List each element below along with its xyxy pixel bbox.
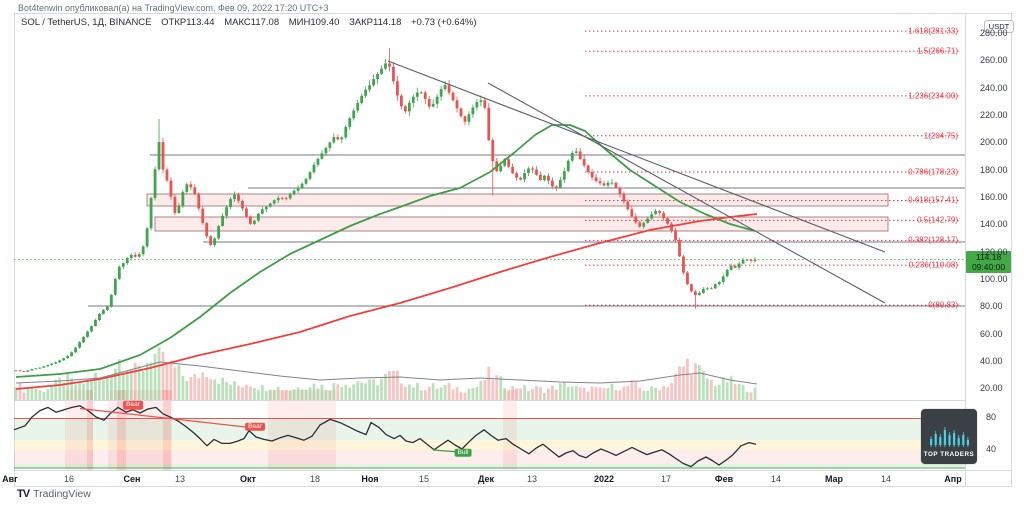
rsi-axis-label: 80 bbox=[986, 412, 997, 422]
fib-level-label[interactable]: 1(204.75) bbox=[923, 131, 958, 141]
time-axis-label: Сен bbox=[123, 474, 141, 484]
price-axis-label: 180.00 bbox=[980, 164, 1008, 175]
time-axis-label: 13 bbox=[526, 474, 538, 484]
time-axis-label: Мар bbox=[824, 474, 844, 484]
price-axis-label: 260.00 bbox=[980, 55, 1008, 66]
top-traders-logo: TOP TRADERS bbox=[921, 409, 977, 464]
fib-level-label[interactable]: 1.618(281.33) bbox=[908, 26, 958, 36]
price-axis-label: 40.00 bbox=[980, 355, 1003, 366]
price-axis-label: 100.00 bbox=[980, 273, 1008, 284]
fib-level-label[interactable]: 0.5(142.79) bbox=[917, 215, 958, 225]
price-axis-label: 160.00 bbox=[980, 191, 1008, 202]
price-axis-label: 200.00 bbox=[980, 137, 1008, 148]
price-axis-label: 140.00 bbox=[980, 219, 1008, 230]
footer: TV TradingView bbox=[17, 488, 91, 500]
time-axis-label: 14 bbox=[770, 474, 782, 484]
time-axis-label: 14 bbox=[880, 474, 892, 484]
time-axis-label: 13 bbox=[174, 474, 186, 484]
currency-badge[interactable]: USDT bbox=[984, 20, 1014, 33]
ohlc-low: МИН109.40 bbox=[288, 17, 340, 28]
fib-level-label[interactable]: 1.236(234.00) bbox=[908, 91, 958, 101]
bull-label[interactable]: Bull bbox=[454, 448, 472, 457]
time-axis-label: Апр bbox=[944, 474, 962, 484]
price-axis-label: 120.00 bbox=[980, 246, 1008, 257]
fib-level-label[interactable]: 0.786(178.23) bbox=[908, 167, 958, 177]
price-axis-label: 20.00 bbox=[980, 383, 1003, 394]
price-axis-label: 60.00 bbox=[980, 328, 1003, 339]
fib-level-label[interactable]: 1.5(266.71) bbox=[917, 46, 958, 56]
price-axis-label: 80.00 bbox=[980, 301, 1003, 312]
price-axis-label: 220.00 bbox=[980, 109, 1008, 120]
bar-countdown: 09:40:00 bbox=[971, 261, 1006, 272]
change-value: +0.73 (+0.64%) bbox=[411, 17, 477, 28]
ohlc-close: ЗАКР114.18 bbox=[349, 17, 402, 28]
last-price-value: 114.18 bbox=[975, 251, 1002, 262]
fib-level-label[interactable]: 0.236(110.08) bbox=[908, 260, 958, 270]
published-header: Bot4tenwin опубликовал(а) на TradingView… bbox=[18, 3, 329, 13]
symbol-title-row: SOL / TetherUS, 1Д, BINANCE ОТКР113.44 М… bbox=[21, 17, 484, 28]
time-axis-label: Окт bbox=[240, 474, 256, 484]
time-axis-label: 17 bbox=[660, 474, 672, 484]
symbol-title[interactable]: SOL / TetherUS, 1Д, BINANCE bbox=[21, 17, 152, 28]
price-axis-label: 240.00 bbox=[980, 82, 1008, 93]
fib-level-label[interactable]: 0(80.83) bbox=[928, 300, 958, 310]
tradingview-logo-icon: TV bbox=[17, 488, 30, 500]
bear-label[interactable]: Bear bbox=[245, 422, 265, 431]
ohlc-open: ОТКР113.44 bbox=[161, 17, 215, 28]
ohlc-high: МАКС117.08 bbox=[224, 17, 280, 28]
countdown-price-label: 114.18 09:40:00 bbox=[966, 250, 1011, 273]
tradingview-brand-link[interactable]: TradingView bbox=[33, 488, 91, 500]
time-axis-label: 16 bbox=[63, 474, 75, 484]
fib-level-label[interactable]: 0.618(157.41) bbox=[908, 195, 958, 205]
time-axis-label: 2022 bbox=[593, 474, 615, 484]
time-axis-label: Авг bbox=[2, 474, 18, 484]
top-traders-label: TOP TRADERS bbox=[923, 451, 975, 458]
time-axis-label: Фев bbox=[714, 474, 734, 484]
bear-label[interactable]: Bear bbox=[123, 400, 143, 410]
time-axis-label: Дек bbox=[477, 474, 495, 484]
candlestick-icon bbox=[930, 427, 969, 447]
rsi-axis-label: 40 bbox=[986, 444, 997, 454]
price-axis-label: 280.00 bbox=[980, 28, 1008, 38]
fib-level-label[interactable]: 0.382(128.17) bbox=[908, 235, 958, 245]
time-axis-label: Ноя bbox=[361, 474, 379, 484]
time-axis-label: 18 bbox=[309, 474, 321, 484]
time-axis-label: 15 bbox=[418, 474, 430, 484]
